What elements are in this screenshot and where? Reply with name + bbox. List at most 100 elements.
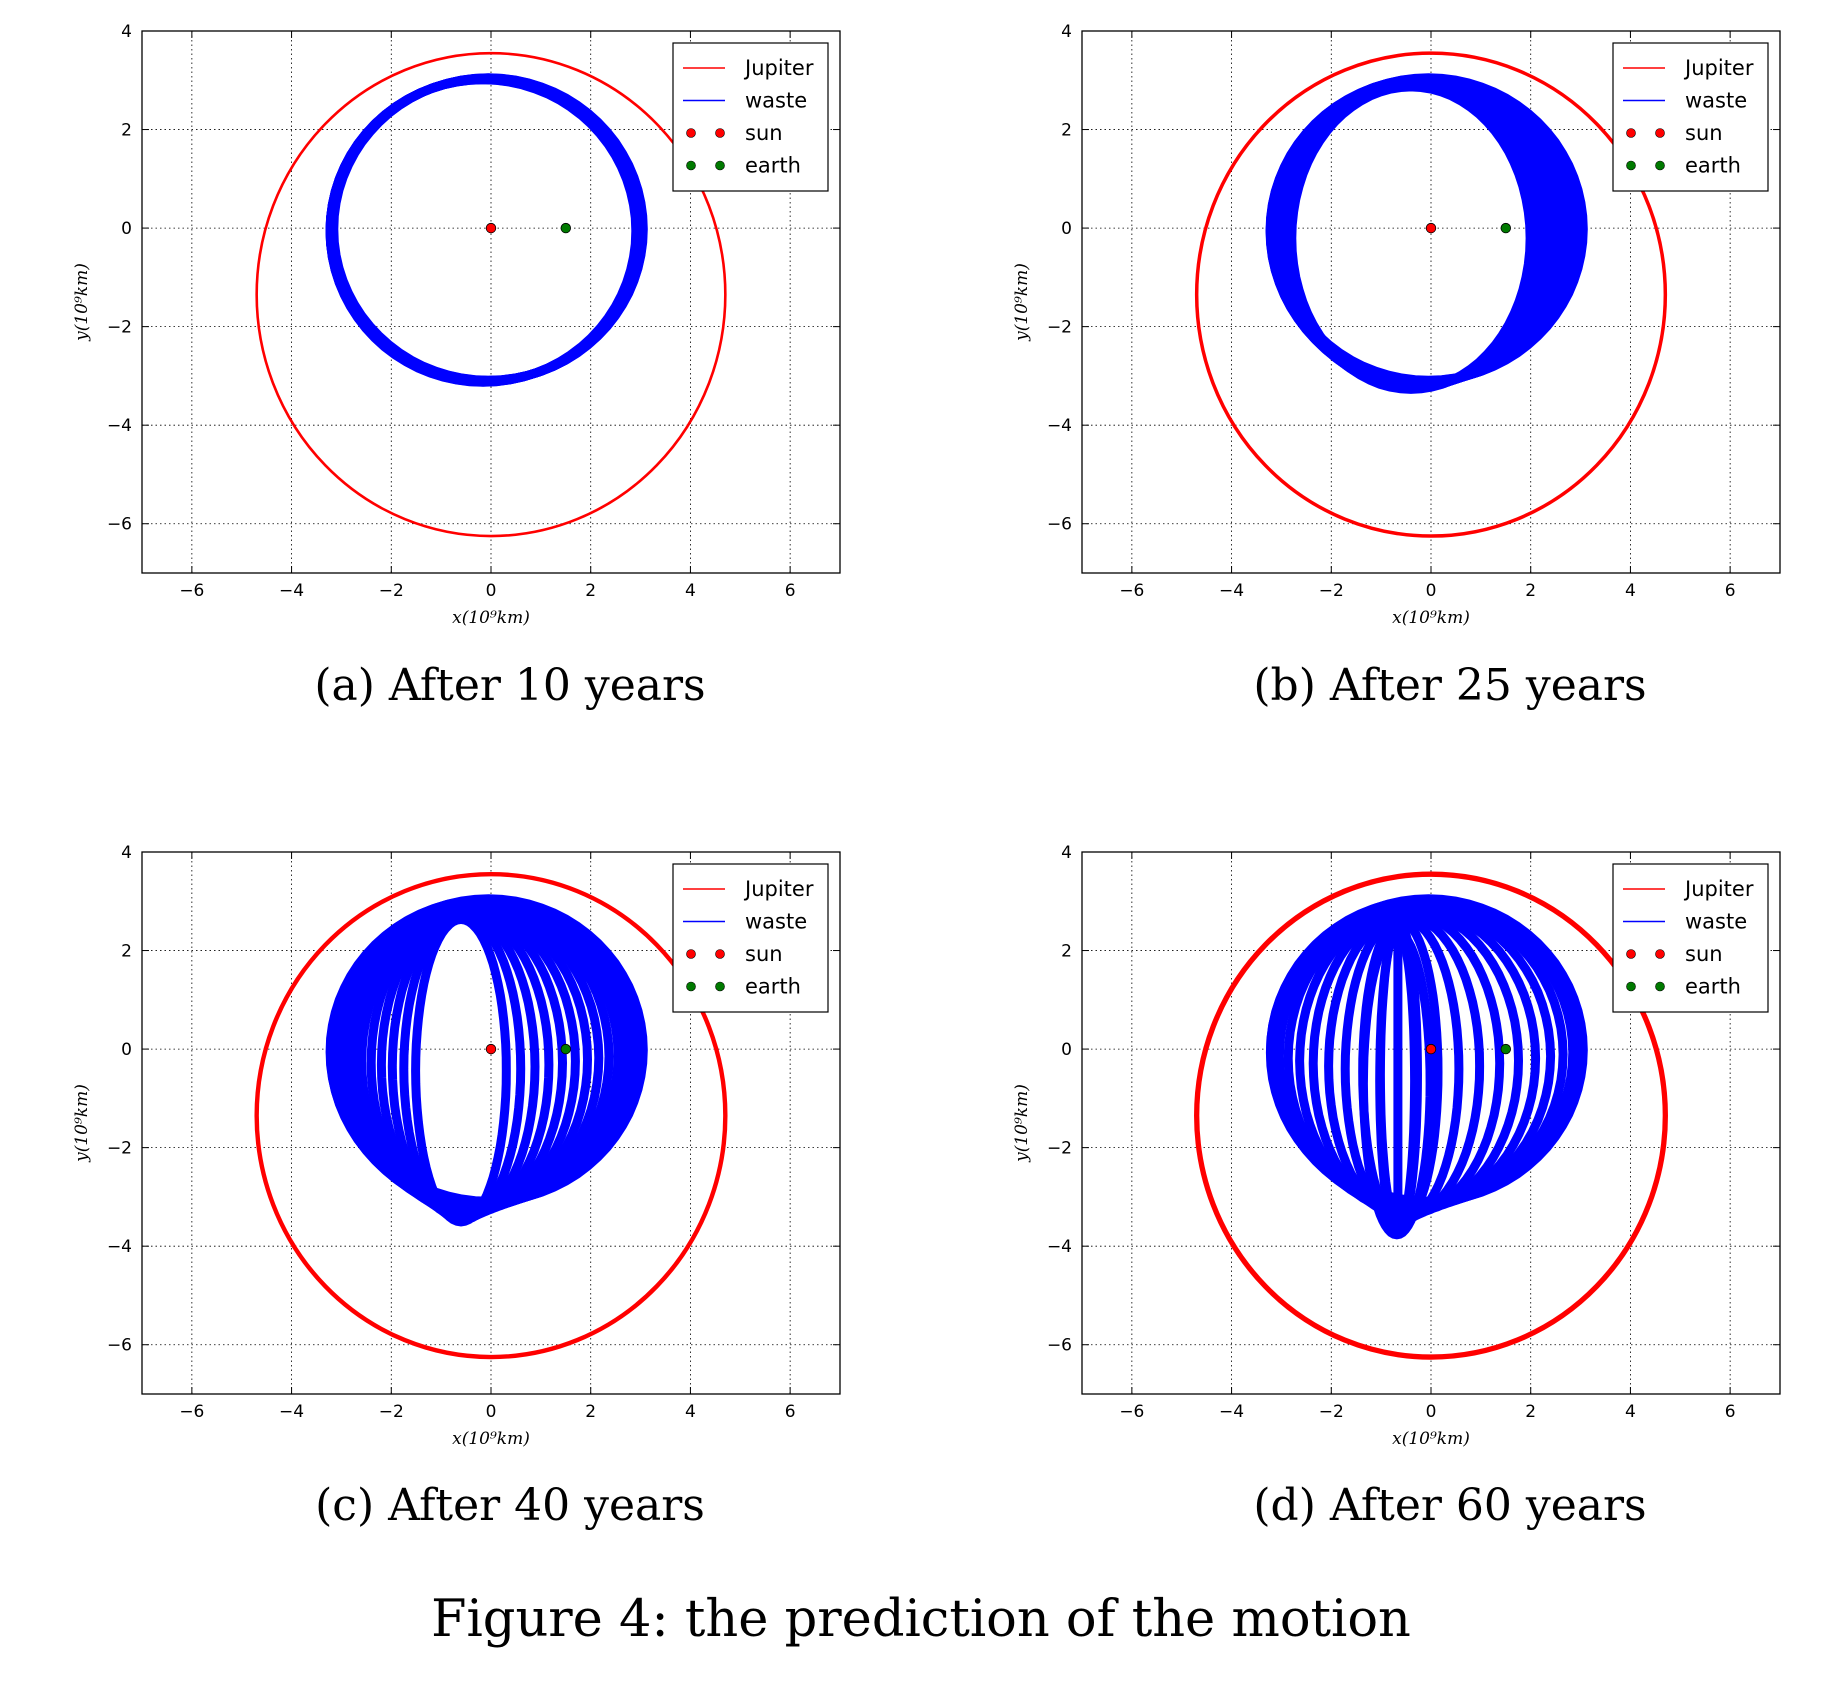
- point-sun: [1425, 222, 1437, 234]
- subplot-caption-a: (a) After 10 years: [314, 660, 706, 711]
- series-jupiter-orbit: [1194, 871, 1668, 1360]
- series-waste-orbit: [387, 910, 540, 1223]
- legend: Jupiter waste sun earth: [1612, 42, 1769, 192]
- figure-caption: Figure 4: the prediction of the motion: [431, 1590, 1411, 1649]
- y-tick-label: −2: [1047, 1139, 1072, 1159]
- legend-label-sun: sun: [745, 121, 783, 145]
- y-tick-label: 0: [1061, 219, 1072, 239]
- y-tick-label: −2: [107, 318, 132, 338]
- y-tick-label: 4: [121, 843, 132, 863]
- legend-marker-sun: [1655, 949, 1665, 959]
- x-tick-label: −2: [1319, 1402, 1344, 1422]
- subplot-caption-d: (d) After 60 years: [1253, 1480, 1647, 1531]
- x-tick-label: 4: [685, 581, 696, 601]
- x-tick-label: 6: [785, 1402, 796, 1422]
- x-tick-label: −2: [379, 1402, 404, 1422]
- legend-label-jupiter: Jupiter: [743, 877, 814, 901]
- y-tick-label: −4: [107, 1237, 132, 1257]
- series-waste-orbit: [1358, 927, 1435, 1240]
- y-axis-label: y(10⁹km): [1012, 263, 1032, 342]
- subplot-b: −6 −4 −2 0 2 4 6 4 2 0 −2 −4 −6 x(10⁹km) y(10⁹km) Jupit…: [1012, 22, 1781, 628]
- series-waste-orbit: [1287, 82, 1535, 394]
- legend-marker-earth: [686, 981, 696, 992]
- series-waste-orbit: [1340, 913, 1464, 1225]
- x-tick-label: −6: [1119, 581, 1144, 601]
- x-axis-label: x(10⁹km): [1392, 1429, 1470, 1449]
- x-tick-label: 4: [685, 1402, 696, 1422]
- series-waste-orbit: [366, 907, 568, 1219]
- y-tick-label: 4: [121, 22, 132, 42]
- x-tick-label: 2: [585, 581, 596, 601]
- legend: Jupiter waste sun earth: [672, 42, 829, 192]
- y-tick-label: 4: [1061, 22, 1072, 42]
- point-sun: [485, 1043, 497, 1055]
- x-axis-label: x(10⁹km): [452, 608, 530, 628]
- point-sun: [485, 222, 497, 234]
- legend-marker-earth: [715, 981, 725, 992]
- plot-content: [1194, 871, 1668, 1360]
- legend-label-jupiter: Jupiter: [743, 56, 814, 80]
- legend-label-sun: sun: [1685, 121, 1723, 145]
- series-jupiter-orbit: [254, 871, 728, 1360]
- x-tick-label: 0: [486, 1402, 497, 1422]
- y-tick-label: −2: [107, 1139, 132, 1159]
- x-tick-label: 4: [1625, 581, 1636, 601]
- series-waste-orbit: [411, 914, 511, 1227]
- y-tick-label: 4: [1061, 843, 1072, 863]
- legend-label-sun: sun: [1685, 942, 1723, 966]
- legend-marker-earth: [1626, 981, 1636, 992]
- subplot-c: −6 −4 −2 0 2 4 6 4 2 0 −2 −4 −6 x(10⁹km) y(10⁹km) Jupit…: [72, 843, 841, 1449]
- y-tick-label: −6: [1047, 1336, 1072, 1356]
- legend-label-sun: sun: [745, 942, 783, 966]
- legend-label-waste: waste: [745, 89, 807, 113]
- subplot-d: −6 −4 −2 0 2 4 6 4 2 0 −2 −4 −6 x(10⁹km) y(10⁹km) Jupit…: [1012, 843, 1781, 1449]
- y-tick-label: −6: [1047, 515, 1072, 535]
- legend-label-earth: earth: [1685, 975, 1741, 999]
- y-tick-label: 2: [121, 942, 132, 962]
- y-tick-label: −4: [1047, 1237, 1072, 1257]
- point-sun: [1425, 1043, 1437, 1055]
- legend-label-waste: waste: [745, 910, 807, 934]
- legend-marker-sun: [686, 949, 696, 959]
- x-tick-label: −4: [279, 1402, 304, 1422]
- legend-marker-sun: [1626, 128, 1636, 138]
- point-earth: [560, 1043, 571, 1055]
- legend-marker-sun: [1655, 128, 1665, 138]
- y-tick-label: −4: [1047, 416, 1072, 436]
- x-tick-label: 6: [1725, 1402, 1736, 1422]
- legend-marker-sun: [715, 949, 725, 959]
- x-tick-label: −4: [1219, 581, 1244, 601]
- legend-marker-earth: [715, 160, 725, 171]
- plot-content: [1194, 51, 1668, 538]
- y-axis-label: y(10⁹km): [1012, 1084, 1032, 1163]
- subplot-caption-b: (b) After 25 years: [1253, 660, 1647, 711]
- legend: Jupiter waste sun earth: [1612, 863, 1769, 1013]
- legend-marker-earth: [1626, 160, 1636, 171]
- series-waste-orbit: [1375, 924, 1420, 1237]
- y-tick-label: 2: [121, 121, 132, 141]
- y-tick-label: 0: [121, 1040, 132, 1060]
- legend-label-jupiter: Jupiter: [1683, 56, 1754, 80]
- subplot-caption-c: (c) After 40 years: [315, 1480, 705, 1531]
- x-tick-label: −4: [1219, 1402, 1244, 1422]
- legend-label-waste: waste: [1685, 89, 1747, 113]
- x-tick-label: −6: [179, 581, 204, 601]
- legend-label-jupiter: Jupiter: [1683, 877, 1754, 901]
- series-jupiter-orbit: [1194, 51, 1668, 538]
- legend-label-earth: earth: [1685, 154, 1741, 178]
- x-tick-label: −6: [179, 1402, 204, 1422]
- legend-marker-sun: [715, 128, 725, 138]
- x-tick-label: 0: [486, 581, 497, 601]
- series-jupiter-orbit: [255, 51, 727, 538]
- legend-marker-earth: [686, 160, 696, 171]
- subplot-a: −6 −4 −2 0 2 4 6 4 2 0 −2 −4 −6 x(10⁹km) y(10⁹km) Jupit…: [72, 22, 841, 628]
- x-tick-label: −2: [379, 581, 404, 601]
- legend-label-earth: earth: [745, 975, 801, 999]
- x-tick-label: −6: [1119, 1402, 1144, 1422]
- legend-label-earth: earth: [745, 154, 801, 178]
- y-tick-label: 0: [121, 219, 132, 239]
- x-tick-label: 6: [1725, 581, 1736, 601]
- y-tick-label: 0: [1061, 1040, 1072, 1060]
- series-waste-orbit: [1308, 907, 1505, 1220]
